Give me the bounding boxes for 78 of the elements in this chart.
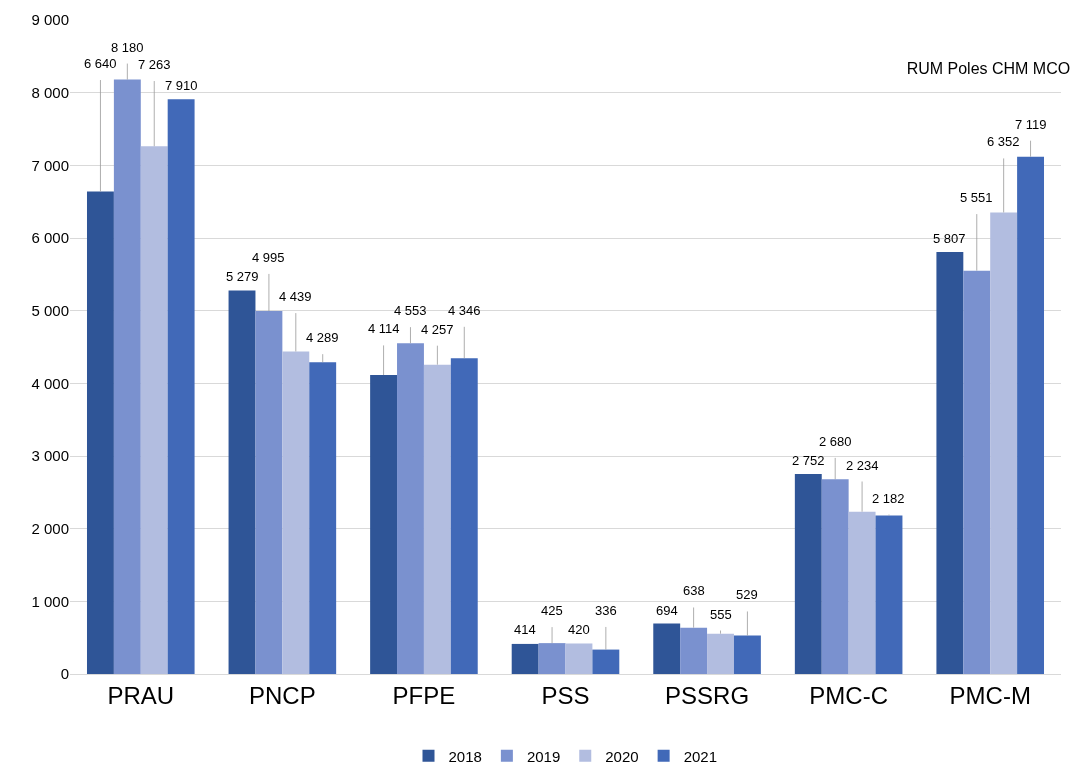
bar (113, 79, 141, 674)
data-label: 4 553 (394, 303, 427, 318)
y-tick-label: 5 000 (31, 301, 69, 319)
data-label: 5 807 (933, 231, 966, 246)
data-label: 6 640 (84, 56, 117, 71)
data-label: 2 680 (819, 434, 852, 449)
bar (821, 479, 849, 674)
data-label: 4 257 (421, 322, 454, 337)
y-tick-label: 2 000 (31, 519, 69, 537)
y-tick-label: 1 000 (31, 592, 69, 610)
y-tick-label: 4 000 (31, 374, 69, 392)
legend-label: 2020 (605, 747, 639, 765)
bar (86, 191, 114, 674)
bar (538, 643, 566, 674)
legend-label: 2021 (683, 747, 717, 765)
bar (1017, 156, 1045, 674)
bar (875, 515, 903, 674)
bar (167, 99, 195, 674)
data-label: 7 263 (138, 57, 171, 72)
x-tick-label: PSSRG (665, 681, 750, 709)
data-label: 638 (683, 583, 705, 598)
data-label: 2 182 (872, 491, 905, 506)
x-tick-label: PNCP (249, 681, 316, 709)
data-label: 8 180 (111, 40, 144, 55)
bar (450, 358, 478, 674)
bar (592, 649, 620, 674)
bar (565, 643, 593, 674)
data-label: 414 (514, 622, 536, 637)
y-tick-label: 8 000 (31, 83, 69, 101)
y-tick-label: 9 000 (31, 11, 69, 29)
legend-label: 2019 (526, 747, 561, 765)
data-label: 4 439 (279, 289, 312, 304)
data-label: 5 279 (226, 269, 259, 284)
bar (309, 362, 337, 674)
bar (848, 511, 876, 674)
bar (423, 364, 451, 674)
data-label: 7 910 (165, 78, 198, 93)
y-tick-label: 3 000 (31, 447, 69, 465)
x-tick-label: PFPE (392, 681, 456, 709)
bar (370, 375, 398, 674)
bar (228, 290, 256, 674)
bar (282, 351, 310, 674)
bar (963, 270, 991, 674)
y-tick-label: 6 000 (31, 229, 69, 247)
x-tick-label: PMC-M (949, 681, 1031, 709)
data-label: 425 (541, 603, 563, 618)
bar (680, 627, 708, 674)
bar (653, 623, 681, 674)
data-label: 336 (595, 603, 617, 618)
data-label: 555 (710, 607, 732, 622)
data-label: 4 995 (252, 250, 285, 265)
data-label: 694 (656, 603, 678, 618)
bar (255, 311, 283, 674)
data-label: 4 114 (368, 321, 400, 336)
bar (140, 146, 168, 674)
bar (511, 643, 539, 674)
y-tick-label: 0 (60, 665, 69, 683)
bar (707, 633, 734, 674)
x-tick-label: PMC-C (809, 681, 888, 709)
bar (733, 635, 761, 674)
data-label: 4 289 (306, 330, 339, 345)
data-label: 420 (568, 622, 590, 637)
y-tick-label: 7 000 (31, 156, 69, 174)
legend-label: 2018 (448, 747, 482, 765)
text: RUM Poles CHM MCO (906, 59, 1071, 77)
data-label: 5 551 (960, 190, 993, 205)
bar (990, 212, 1018, 674)
data-label: 2 752 (792, 453, 825, 468)
x-tick-label: PRAU (107, 681, 175, 709)
data-label: 529 (736, 587, 758, 602)
x-tick-label: PSS (541, 681, 590, 709)
data-label: 4 346 (448, 303, 481, 318)
bar (936, 252, 964, 674)
bar (794, 474, 822, 674)
data-label: 7 119 (1015, 117, 1047, 132)
data-label: 2 234 (846, 458, 879, 473)
data-label: 6 352 (987, 134, 1020, 149)
bar (397, 343, 424, 674)
